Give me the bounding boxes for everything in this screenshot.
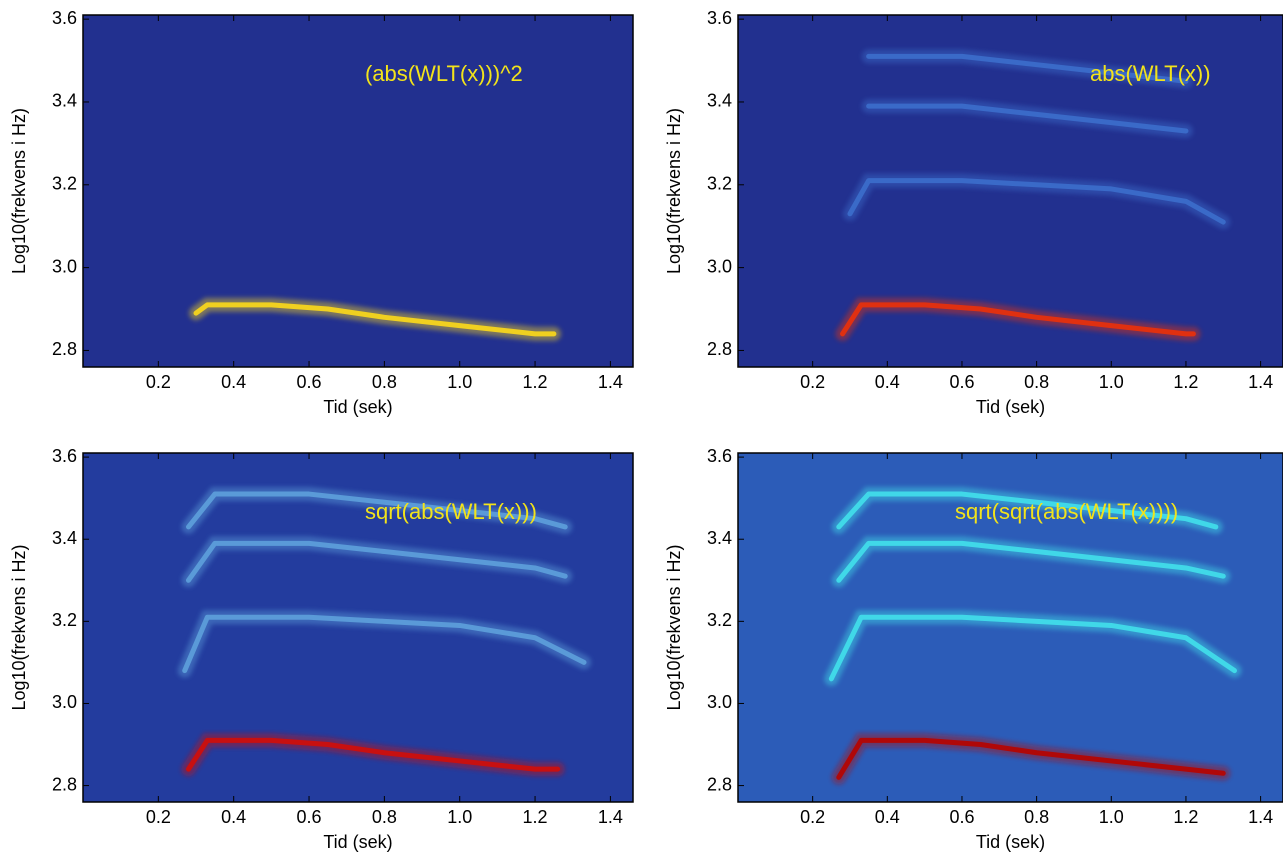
- x-tick-label: 0.2: [146, 372, 171, 392]
- x-tick-label: 1.2: [523, 372, 548, 392]
- x-tick-label: 0.4: [875, 372, 900, 392]
- y-tick-label: 3.4: [707, 528, 732, 548]
- y-tick-label: 3.6: [707, 8, 732, 28]
- y-tick-label: 3.0: [52, 256, 77, 276]
- x-tick-label: 0.4: [221, 372, 246, 392]
- x-tick-label: 0.6: [949, 372, 974, 392]
- annotation: abs(WLT(x)): [1090, 61, 1211, 86]
- y-tick-label: 3.6: [52, 446, 77, 466]
- ridge: [193, 302, 557, 337]
- ridges: [189, 297, 561, 341]
- panel: 0.2 0.4 0.6 0.8 1.0 1.2 1.4 2.8 3.0 3.2 3.4 3.6 Tid …: [9, 446, 634, 852]
- ridges: [835, 49, 1231, 341]
- y-tick-label: 2.8: [52, 774, 77, 794]
- x-tick-label: 0.8: [372, 372, 397, 392]
- x-tick-label: 0.8: [1024, 372, 1049, 392]
- x-tick-label: 1.4: [1248, 807, 1273, 827]
- y-tick-label: 2.8: [707, 774, 732, 794]
- y-axis-label: Log10(frekvens i Hz): [664, 544, 684, 710]
- ridges: [177, 487, 592, 777]
- x-tick-label: 1.2: [523, 807, 548, 827]
- x-tick-label: 0.6: [949, 807, 974, 827]
- ridge: [866, 53, 1189, 84]
- y-tick-label: 3.4: [707, 91, 732, 111]
- x-tick-label: 1.0: [1099, 807, 1124, 827]
- ridge: [185, 491, 568, 530]
- y-tick-label: 3.0: [707, 256, 732, 276]
- y-tick-label: 3.2: [707, 610, 732, 630]
- ridge: [836, 737, 1226, 780]
- y-axis-label: Log10(frekvens i Hz): [9, 108, 29, 274]
- y-tick-label: 3.0: [707, 692, 732, 712]
- ridge: [182, 614, 587, 674]
- y-tick-label: 3.6: [707, 446, 732, 466]
- x-tick-label: 1.0: [1099, 372, 1124, 392]
- x-tick-label: 0.8: [1024, 807, 1049, 827]
- x-tick-label: 0.6: [297, 807, 322, 827]
- x-tick-label: 0.4: [875, 807, 900, 827]
- panel: 0.2 0.4 0.6 0.8 1.0 1.2 1.4 2.8 3.0 3.2 3.4 3.6 Tid …: [664, 8, 1283, 417]
- x-tick-label: 0.2: [800, 807, 825, 827]
- ridge: [847, 178, 1226, 225]
- y-tick-label: 2.8: [52, 339, 77, 359]
- y-tick-label: 2.8: [707, 339, 732, 359]
- x-axis-label: Tid (sek): [323, 397, 392, 417]
- x-tick-label: 0.2: [800, 372, 825, 392]
- x-axis-label: Tid (sek): [323, 832, 392, 852]
- ridge: [840, 302, 1196, 337]
- y-tick-label: 3.0: [52, 692, 77, 712]
- y-axis-label: Log10(frekvens i Hz): [9, 544, 29, 710]
- plot-frame: [737, 14, 1283, 368]
- x-tick-label: 1.0: [447, 807, 472, 827]
- x-axis-label: Tid (sek): [976, 832, 1045, 852]
- ridge: [828, 614, 1237, 682]
- x-tick-label: 0.2: [146, 807, 171, 827]
- x-tick-label: 1.4: [1248, 372, 1273, 392]
- ridge: [836, 540, 1226, 583]
- annotation: sqrt(sqrt(abs(WLT(x)))): [955, 499, 1178, 524]
- x-tick-label: 0.6: [297, 372, 322, 392]
- ridges: [824, 487, 1242, 785]
- x-tick-label: 1.4: [598, 807, 623, 827]
- panel: 0.2 0.4 0.6 0.8 1.0 1.2 1.4 2.8 3.0 3.2 3.4 3.6 Tid …: [664, 446, 1283, 852]
- y-tick-label: 3.2: [52, 174, 77, 194]
- ridge: [185, 540, 568, 583]
- y-tick-label: 3.4: [52, 528, 77, 548]
- ridge: [866, 103, 1189, 134]
- annotation: sqrt(abs(WLT(x))): [365, 499, 537, 524]
- x-tick-label: 1.4: [598, 372, 623, 392]
- x-tick-label: 1.2: [1173, 372, 1198, 392]
- annotation: (abs(WLT(x)))^2: [365, 61, 523, 86]
- y-tick-label: 3.4: [52, 91, 77, 111]
- y-tick-label: 3.2: [52, 610, 77, 630]
- ridge: [185, 737, 561, 772]
- x-tick-label: 1.0: [447, 372, 472, 392]
- y-axis-label: Log10(frekvens i Hz): [664, 108, 684, 274]
- x-tick-label: 0.8: [372, 807, 397, 827]
- x-axis-label: Tid (sek): [976, 397, 1045, 417]
- panel: 0.2 0.4 0.6 0.8 1.0 1.2 1.4 2.8 3.0 3.2 3.4 3.6 Tid …: [9, 8, 634, 417]
- x-tick-label: 1.2: [1173, 807, 1198, 827]
- plot-frame: [737, 452, 1283, 803]
- x-tick-label: 0.4: [221, 807, 246, 827]
- plot-frame: [82, 452, 634, 803]
- ridge: [836, 491, 1219, 530]
- y-tick-label: 3.2: [707, 174, 732, 194]
- y-tick-label: 3.6: [52, 8, 77, 28]
- plot-frame: [82, 14, 634, 368]
